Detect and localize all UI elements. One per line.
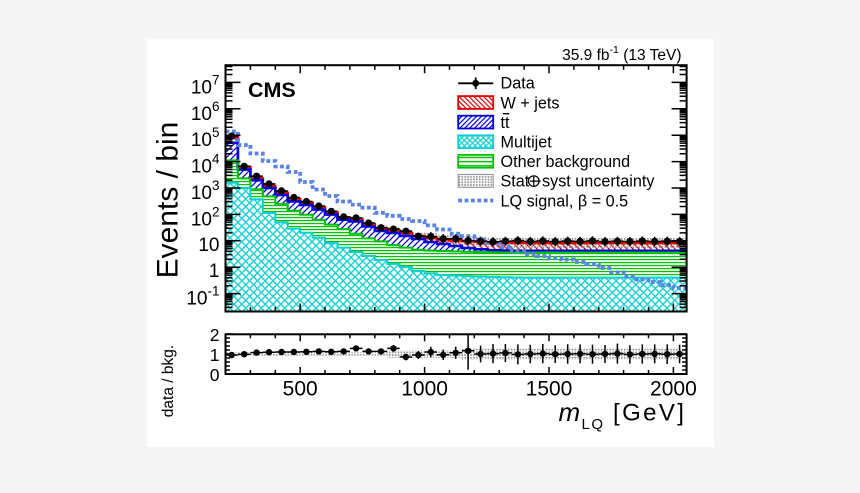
svg-text:1: 1 — [209, 261, 220, 282]
svg-text:2: 2 — [210, 325, 220, 345]
svg-text:LQ signal, β = 0.5: LQ signal, β = 0.5 — [501, 192, 629, 210]
svg-text:1500: 1500 — [526, 378, 573, 401]
svg-text:data / bkg.: data / bkg. — [160, 345, 177, 417]
svg-text:[GeV]: [GeV] — [613, 400, 686, 427]
svg-text:Data: Data — [501, 75, 535, 93]
svg-text:CMS: CMS — [248, 78, 296, 102]
svg-text:Other background: Other background — [501, 153, 631, 171]
svg-text:Events / bin: Events / bin — [152, 122, 185, 279]
svg-text:1: 1 — [210, 345, 220, 365]
svg-text:0: 0 — [210, 365, 220, 385]
svg-text:LQ: LQ — [582, 416, 605, 433]
svg-text:500: 500 — [283, 378, 318, 401]
svg-text:syst uncertainty: syst uncertainty — [542, 173, 655, 191]
svg-text:Multijet: Multijet — [501, 134, 553, 152]
svg-text:tt: tt — [501, 114, 510, 132]
svg-text:2000: 2000 — [650, 378, 697, 401]
svg-text:m: m — [559, 397, 581, 427]
svg-text:W + jets: W + jets — [501, 94, 560, 112]
svg-text:Stat: Stat — [501, 173, 530, 191]
svg-text:1000: 1000 — [401, 378, 448, 401]
svg-text:10: 10 — [198, 235, 219, 256]
